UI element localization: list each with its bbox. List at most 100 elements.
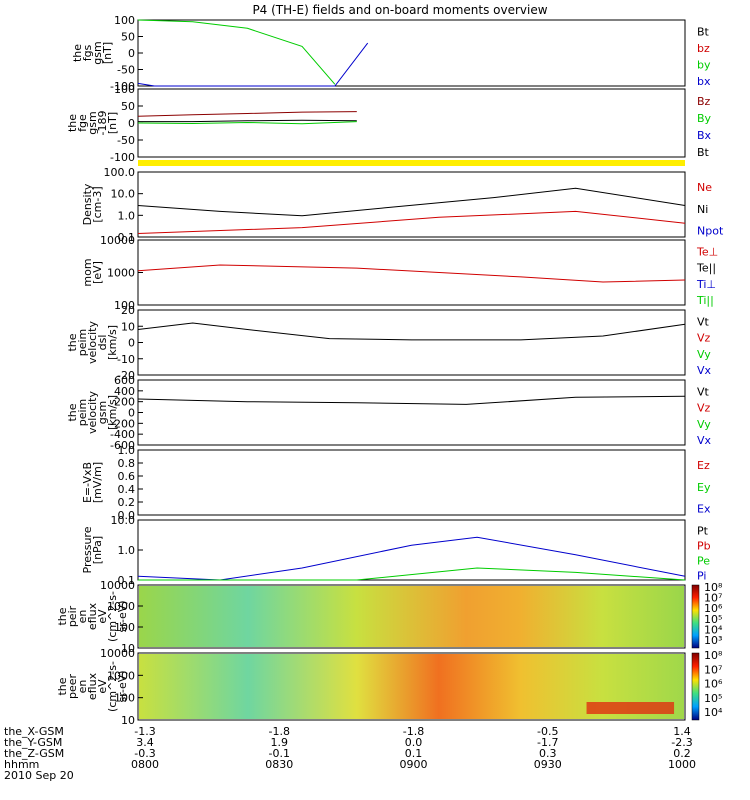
y-tick-label: 100 [114,14,135,27]
y-tick-label: -200 [110,417,135,430]
legend-item: Ex [697,503,711,516]
legend-item: Ti⊥ [696,278,716,291]
legend-item: Vz [697,402,711,415]
y-tick-label: 1.0 [118,444,136,457]
y-label-line: dsl [96,335,109,351]
y-tick-label: -600 [110,439,135,452]
y-tick-label: 0.8 [118,457,136,470]
y-label-line: en [76,680,89,694]
y-tick-label: 600 [114,374,135,387]
x-tick-label: 0930 [534,758,562,771]
series-by [137,19,336,85]
y-label-line: sr-eV) [116,600,129,632]
legend-item: Vy [697,348,711,361]
colorbar-label: 10⁶ [704,678,723,691]
y-tick-label: -50 [117,134,135,147]
y-tick-label: 10 [121,642,135,655]
x-row-label: the_X-GSM [4,725,64,738]
x-tick-label: -0.5 [537,725,558,738]
colorbar-label: 10⁸ [704,649,723,662]
legend-item: Ne [697,181,712,194]
x-tick-label: -0.1 [269,747,290,760]
y-label-line: eV [96,679,109,694]
legend-item: Ez [697,459,710,472]
panel-efield: 1.00.80.60.40.20.0 E=-VxB[mV/m] Ez Ey Ex [81,444,711,522]
legend-item: Ni [697,203,708,216]
x-tick-label: 0.2 [673,747,691,760]
y-label-line: (cm^2-s- [106,591,119,642]
y-label-line: the [66,333,79,351]
panel-frame [137,239,686,306]
colorbar-label: 10⁴ [704,706,723,719]
y-label-line: [nT] [106,112,119,134]
panel-frame [137,584,686,649]
y-label-line: (cm^2-s- [106,661,119,712]
y-label-line: velocity [86,391,99,434]
x-tick-label: -1.7 [537,736,558,749]
series-Vt [137,322,686,341]
series-Bt [138,119,357,123]
legend-item: Ti|| [696,294,714,307]
x-tick-label: -1.3 [134,725,155,738]
panel-frame [137,519,686,581]
series-Vt [137,395,686,405]
y-tick-label: 0.0 [118,509,136,522]
legend-item: Vz [697,332,711,345]
legend-vgsm: Vt Vz Vy Vx [697,385,712,447]
y-label-line: -189 [96,111,109,136]
y-tick-label: 100 [114,83,135,96]
x-tick-label: 3.4 [136,736,154,749]
legend-item: Pb [697,540,711,553]
y-label-line: eflux [86,672,99,700]
panel-frame [137,19,686,87]
series-Bz [137,111,357,117]
legend-density: Ne Ni Npot [697,181,724,237]
y-ticks: 10000 1000 100 10 [100,647,143,727]
y-label-line: the [71,44,84,62]
legend-item: Te⊥ [696,245,718,258]
series-By [137,121,357,125]
panel-frame [137,652,686,721]
y-tick-label: 10000 [100,647,135,660]
y-label-line: eV [96,609,109,624]
y-tick-label: -100 [110,151,135,164]
panel-vdsl: 20100-10-20thepeimvelocitydsl[km/s]VtVzV… [66,304,712,382]
legend-item: Bt [697,146,710,159]
panel-density: 100.0 10.0 1.0 0.1 Density[cm-3] Ne Ni Npot [81,166,724,244]
y-tick-label: 0 [128,47,135,60]
y-tick-label: 0.4 [118,483,136,496]
y-tick-label: 0 [128,117,135,130]
y-tick-label: 100 [114,692,135,705]
x-tick-label: 0.1 [405,747,423,760]
y-tick-label: 100.0 [104,166,136,179]
heatmap-peir [139,586,684,647]
y-label-line: Pressure [81,526,94,573]
y-label-line: [nPa] [91,536,104,564]
y-axis-label: Pressure[nPa] [81,526,104,573]
y-label-line: [nT] [101,42,114,64]
y-label-line: E=-VxB [81,462,94,503]
panel-peir: 10⁸10⁷10⁶10⁵10⁴10³10000100010010thepeire… [56,579,723,655]
x-tick-label: 1.4 [673,725,691,738]
y-ticks: 100.0 10.0 1.0 0.1 [104,166,143,244]
legend-item: Vx [697,434,712,447]
y-ticks: 10.0 1.0 0.1 [111,514,143,587]
y-tick-label: 1000 [107,267,135,280]
panel-frame [137,379,686,446]
x-tick-label: -1.8 [269,725,290,738]
x-tick-label: 0900 [400,758,428,771]
legend-item: By [697,112,712,125]
y-label-line: [km/s] [106,325,119,360]
x-tick-label: -1.8 [403,725,424,738]
date-label: 2010 Sep 20 [4,769,74,782]
y-label-line: peer [66,674,79,700]
x-row-label: hhmm [4,758,39,771]
y-label-line: Density [81,183,94,225]
y-tick-label: 1000 [107,669,135,682]
